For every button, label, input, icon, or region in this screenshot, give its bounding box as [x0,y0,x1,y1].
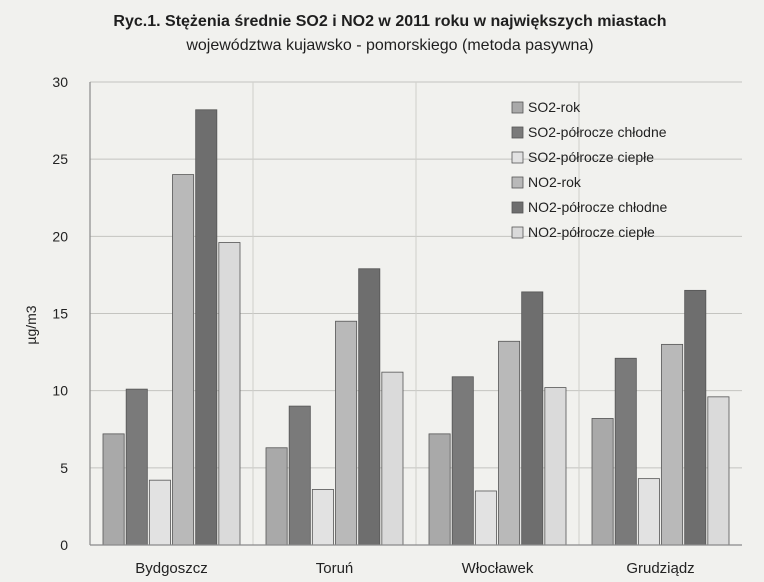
legend-label: NO2-rok [528,174,582,190]
title-line-1: Stężenia średnie SO2 i NO2 w 2011 roku w… [165,13,667,30]
bar [428,433,451,546]
y-tick-label: 15 [52,306,68,322]
y-tick-label: 5 [60,460,68,476]
x-tick-label: Włocławek [462,560,534,577]
x-tick-label: Grudziądz [626,560,694,577]
bar [661,343,684,546]
legend-swatch [511,176,524,189]
bar [265,447,288,546]
legend-label: SO2-półrocze chłodne [528,124,667,140]
legend-swatch [511,226,524,239]
y-axis-label: µg/m3 [23,305,39,344]
y-tick-label: 25 [52,151,68,167]
bar [451,376,474,546]
bars-layer [102,109,730,546]
bar [335,320,358,546]
bar [637,478,660,546]
legend: SO2-rok SO2-półrocze chłodne SO2-półrocze … [511,99,668,240]
bar [195,109,218,546]
y-tick-label: 20 [52,228,68,244]
title-prefix: Ryc.1. [113,13,161,30]
bar [148,479,171,546]
y-tick-label: 0 [60,537,68,553]
legend-swatch [511,126,524,139]
legend-swatch [511,151,524,164]
x-tick-label: Bydgoszcz [135,560,208,577]
legend-label: NO2-półrocze ciepłe [528,224,655,240]
x-tick-label: Toruń [316,560,354,577]
bar [125,388,148,546]
bar [102,433,125,546]
bar [707,396,730,546]
legend-label: NO2-półrocze chłodne [528,199,668,215]
legend-swatch [511,101,524,114]
bar [218,242,241,546]
axis-layer: 0 5 10 15 20 25 30 Bydgoszcz Toruń Włocławek Grudz… [52,74,742,577]
legend-label: SO2-półrocze ciepłe [528,149,654,165]
bar [288,405,311,546]
chart-title: Ryc.1. Stężenia średnie SO2 i NO2 w 2011… [40,10,740,58]
bar [172,174,195,546]
bar [311,489,334,546]
legend-swatch [511,201,524,214]
bar [614,357,637,546]
bar [358,268,381,546]
bar [684,289,707,546]
legend-label: SO2-rok [528,99,581,115]
bar [544,387,567,546]
bar [591,418,614,546]
bar [474,490,497,546]
bar [498,340,521,546]
bar [381,371,404,546]
y-tick-label: 10 [52,383,68,399]
y-tick-label: 30 [52,74,68,90]
title-line-2: województwa kujawsko - pomorskiego (meto… [186,37,594,54]
bar [521,291,544,546]
